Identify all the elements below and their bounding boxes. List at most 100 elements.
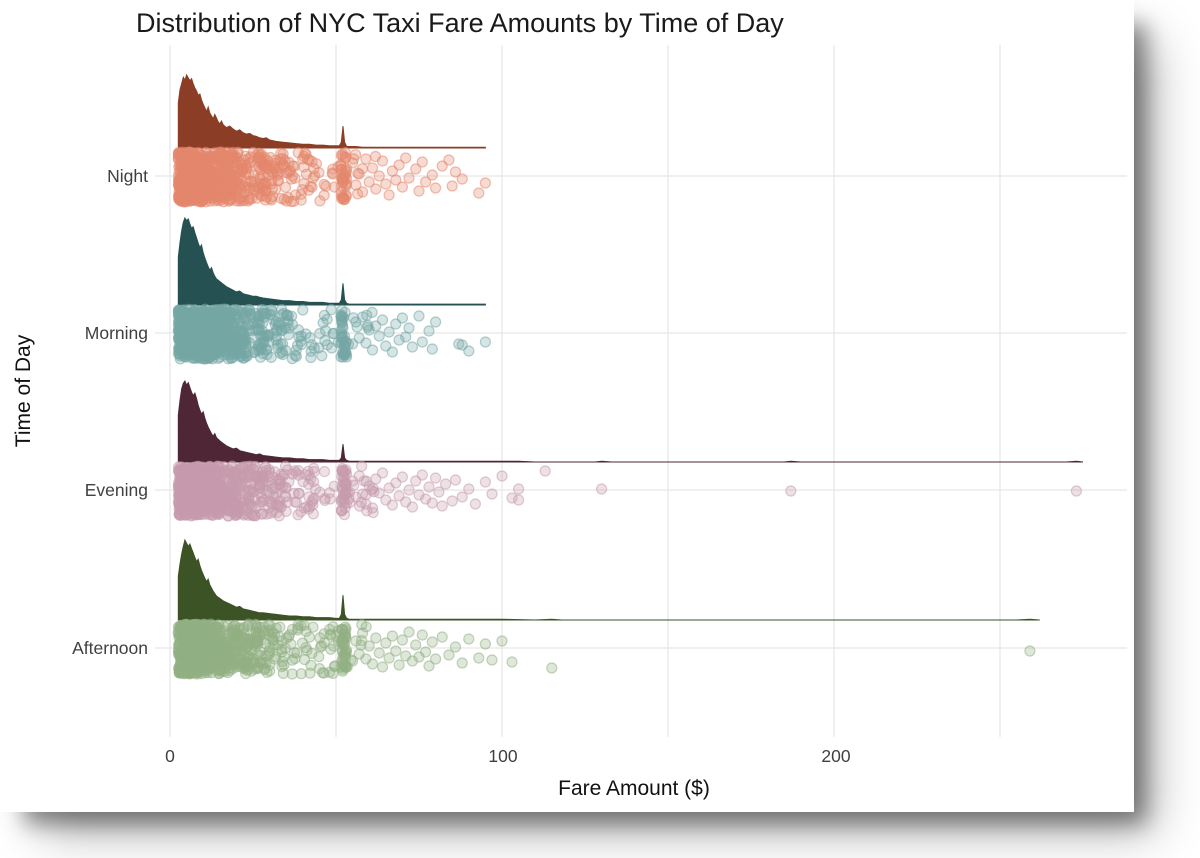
jitter-point [386,630,398,642]
jitter-point [403,322,415,334]
jitter-point [336,328,348,340]
jitter-point [173,646,185,659]
jitter-point [325,304,337,316]
jitter-point [410,639,422,651]
jitter-point [469,498,481,510]
jitter-point [227,179,239,191]
category-label-morning: Morning [85,323,148,343]
jitter-point [275,324,287,336]
jitter-point [195,196,207,208]
jitter-point [325,629,337,641]
jitter-point [295,668,307,680]
x-axis-title: Fare Amount ($) [558,777,710,800]
jitter-point [300,148,312,160]
density-curve-evening [177,379,1084,463]
jitter-point [175,666,187,678]
jitter-point [179,467,191,479]
raincloud-plot: Night Morning Evening Afternoon 0 100 20… [12,45,1127,800]
jitter-point [283,631,295,643]
jitter-point [292,619,304,631]
jitter-point [212,627,224,639]
jitter-point [231,508,243,521]
jitter-point [188,461,200,473]
jitter-point [222,153,234,165]
jitter-point [449,641,462,653]
jitter-point [449,474,462,486]
jitter-point [228,656,240,668]
jitter-point [370,183,382,195]
jitter-point [267,190,279,203]
x-axis-labels: 0 100 200 [165,746,851,766]
grid-layer [155,45,1127,737]
jitter-point [357,311,369,323]
jitter-point [196,154,208,166]
x-tick-200: 200 [821,746,850,766]
jitter-point [463,345,475,357]
jitter-point [473,187,485,199]
jitter-point [479,476,491,488]
jitter-point [240,162,252,174]
jitter-point [413,310,425,322]
jitter-point [178,626,190,638]
density-curve-morning [177,216,486,306]
jitter-point [270,651,282,663]
jitter-point [314,195,326,207]
jitter-point [436,500,448,512]
jitter-point [357,186,369,198]
jitter-point [426,636,438,648]
jitter-point [314,327,326,340]
x-tick-0: 0 [165,746,175,766]
x-tick-100: 100 [488,746,517,766]
jitter-point [220,169,232,181]
jitter-point [212,159,224,171]
jitter-point [260,163,272,175]
jitter-point [373,330,385,342]
y-axis-title: Time of Day [12,334,35,447]
jitter-point [336,465,348,477]
category-label-evening: Evening [85,480,148,500]
chart-title: Distribution of NYC Taxi Fare Amounts by… [136,8,784,38]
jitter-point [211,320,224,332]
jitter-point [214,466,226,478]
jitter-point [423,325,435,337]
jitter-point [366,344,379,356]
jitter-point [272,162,285,174]
jitter-point [406,341,418,353]
jitter-point [210,637,223,650]
jitter-point [386,346,398,358]
jitter-point [396,181,408,193]
jitter-point [430,472,442,484]
jitter-point [416,336,428,348]
jitter-point [255,189,267,201]
jitter-point [266,631,278,644]
jitter-point [190,473,202,485]
jitter-point [184,334,196,347]
jitter-points-morning [172,303,491,365]
jitter-point [196,640,208,653]
jitter-point [185,307,197,319]
jitter-point [400,152,412,164]
jitter-point [180,174,192,186]
jitter-point [201,626,213,638]
jitter-point [512,494,525,506]
jitter-point [279,642,291,654]
jitter-point [353,168,365,180]
jitter-point [243,492,255,504]
jitter-point [276,660,288,673]
jitter-point [232,464,244,477]
jitter-point [201,325,213,337]
jitter-point [304,501,316,513]
jitter-point [275,500,287,513]
jitter-point [479,638,491,650]
jitter-point [336,304,348,316]
jitter-point [318,189,330,201]
jitter-point [785,485,797,497]
jitter-point [376,314,389,326]
jitter-point [308,476,320,488]
jitter-point [260,343,272,355]
jitter-point [289,652,301,665]
jitter-point [373,647,385,659]
jitter-point [436,631,448,643]
jitter-point [300,641,312,654]
jitter-point [446,180,458,192]
